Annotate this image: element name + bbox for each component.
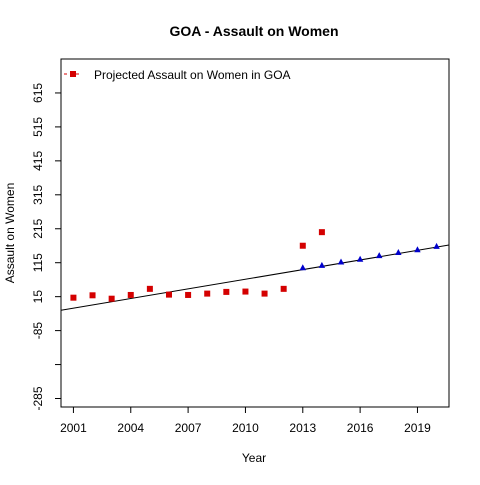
axis-ticks: 2001 2004 2007 2010 2013 2016 2019 -285 -85 15 115… (31, 83, 431, 435)
x-tick-label: 2010 (232, 421, 259, 435)
legend-label: Projected Assault on Women in GOA (94, 68, 291, 82)
data-point-square (185, 291, 192, 298)
data-point-triangle (395, 249, 402, 256)
trend-line (60, 244, 450, 311)
data-point-triangle (337, 258, 345, 265)
data-point-square (280, 285, 287, 292)
trend-line-layer (60, 244, 450, 311)
y-tick-label: 315 (31, 184, 45, 204)
data-point-triangle (356, 255, 364, 262)
x-tick-label: 2004 (117, 421, 144, 435)
data-points (70, 229, 440, 302)
data-point-square (89, 292, 96, 299)
chart-title: GOA - Assault on Women (169, 23, 338, 39)
y-axis-label: Assault on Women (3, 183, 17, 284)
x-tick-label: 2016 (347, 421, 374, 435)
data-point-triangle (414, 246, 421, 253)
x-tick-label: 2007 (175, 421, 202, 435)
data-point-square (223, 288, 230, 295)
y-tick-label: 15 (31, 290, 45, 304)
y-tick-label: -285 (31, 386, 45, 410)
data-point-square (204, 290, 211, 297)
data-point-square (165, 291, 172, 298)
x-tick-label: 2001 (60, 421, 87, 435)
data-point-triangle (433, 242, 440, 249)
data-point-square (108, 295, 115, 302)
y-tick-label: 215 (31, 218, 45, 238)
x-axis-label: Year (242, 451, 266, 465)
data-point-square (242, 288, 249, 295)
data-point-square (261, 290, 268, 297)
data-point-triangle (299, 264, 306, 271)
legend-marker-icon (70, 71, 76, 77)
x-tick-label: 2019 (404, 421, 431, 435)
y-tick-label: 515 (31, 117, 45, 137)
data-point-triangle (318, 261, 326, 268)
data-point-square (146, 285, 153, 292)
data-point-square (318, 229, 325, 236)
data-point-square (70, 294, 77, 301)
y-tick-label: 615 (31, 83, 45, 103)
y-tick-label: 415 (31, 151, 45, 171)
x-tick-label: 2013 (289, 421, 316, 435)
data-point-triangle (376, 252, 383, 259)
plot-frame (60, 58, 450, 408)
legend: Projected Assault on Women in GOA (64, 68, 291, 82)
y-tick-label: -85 (31, 322, 45, 340)
y-tick-label: 115 (31, 253, 45, 272)
data-point-square (299, 242, 306, 249)
data-point-square (127, 291, 134, 298)
